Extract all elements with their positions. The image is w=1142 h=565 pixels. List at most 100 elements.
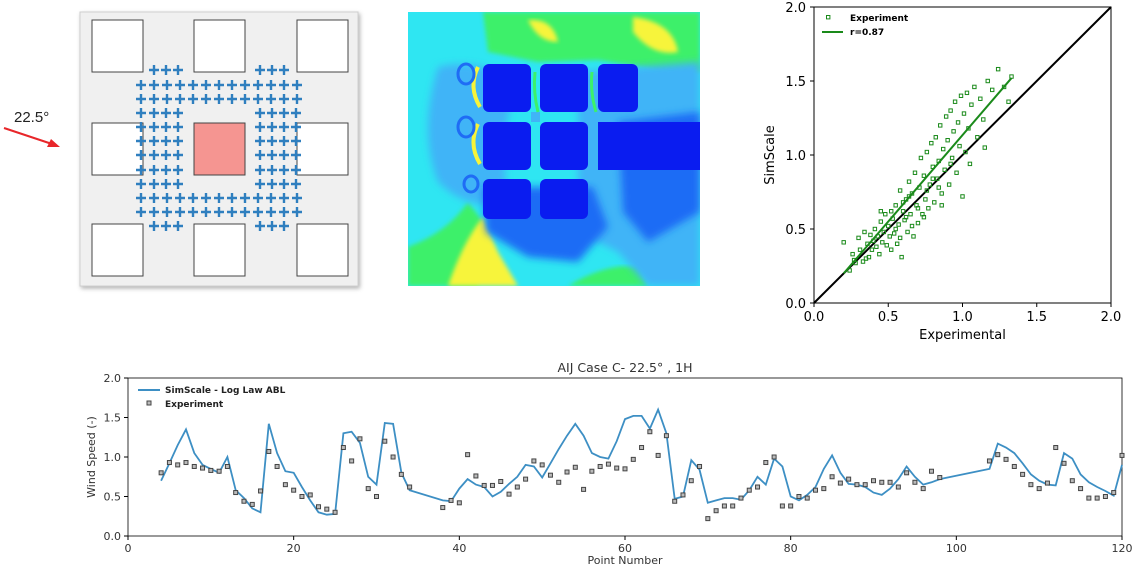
probe-marker xyxy=(227,193,237,203)
scatter-point xyxy=(900,209,906,214)
scatter-point xyxy=(884,243,889,248)
experiment-point xyxy=(332,509,338,515)
experiment-point xyxy=(465,452,471,458)
scatter-point xyxy=(930,176,935,181)
probe-marker xyxy=(266,207,276,217)
scatter-point xyxy=(990,87,995,93)
scatter-point xyxy=(857,247,863,252)
y-tick-label: 0.5 xyxy=(785,223,806,238)
probe-marker xyxy=(162,94,172,104)
y-tick-label: 1.0 xyxy=(785,149,806,164)
experiment-point xyxy=(523,476,529,482)
probe-marker xyxy=(175,207,185,217)
probe-marker xyxy=(201,94,211,104)
x-tick-label: 0.0 xyxy=(804,310,825,325)
scatter-point xyxy=(985,78,990,84)
scatter-point xyxy=(921,173,927,178)
probe-marker xyxy=(136,94,146,104)
probe-marker xyxy=(279,179,289,189)
probe-marker xyxy=(267,221,277,231)
experiment-point xyxy=(738,495,744,501)
scatter-point xyxy=(949,155,955,161)
probe-marker xyxy=(291,136,301,146)
probe-marker xyxy=(175,94,185,104)
x-tick-label: 20 xyxy=(287,542,301,555)
experiment-point xyxy=(175,462,181,468)
y-tick-label: 0.0 xyxy=(104,530,122,543)
experiment-point xyxy=(912,479,918,485)
experiment-point xyxy=(837,480,843,486)
experiment-point xyxy=(1094,495,1100,501)
scatter-point xyxy=(860,259,866,264)
experiment-point xyxy=(630,456,636,462)
probe-marker xyxy=(255,150,265,160)
series-line xyxy=(160,407,1123,516)
building xyxy=(193,223,246,277)
scatter-point xyxy=(954,170,959,175)
experiment-point xyxy=(216,468,222,474)
probe-marker xyxy=(149,94,159,104)
probe-marker xyxy=(173,108,183,118)
probe-marker xyxy=(214,80,224,90)
scatter-point xyxy=(942,167,947,173)
experiment-point xyxy=(1036,486,1042,492)
scatter-point xyxy=(906,179,912,184)
experiment-point xyxy=(1086,495,1092,501)
probe-marker xyxy=(214,193,224,203)
probe-marker xyxy=(291,150,301,160)
scatter-point xyxy=(939,191,944,196)
scatter-point xyxy=(963,149,968,155)
scatter-point xyxy=(887,234,892,239)
probe-marker xyxy=(175,80,185,90)
experiment-point xyxy=(498,478,504,484)
probe-marker xyxy=(136,207,146,217)
y-tick-label: 2.0 xyxy=(785,1,806,16)
probe-marker xyxy=(266,94,276,104)
y-tick-label: 1.0 xyxy=(104,451,122,464)
probe-marker xyxy=(255,65,265,75)
probe-marker xyxy=(255,221,265,231)
experiment-point xyxy=(1078,486,1084,492)
scatter-point xyxy=(850,251,855,257)
experiment-point xyxy=(208,467,214,473)
probe-marker xyxy=(253,94,263,104)
legend-marker xyxy=(146,400,152,406)
building xyxy=(91,223,144,277)
probe-marker xyxy=(279,122,289,132)
experiment-point xyxy=(937,475,943,481)
probe-marker xyxy=(214,94,224,104)
probe-marker xyxy=(136,136,146,146)
experiment-point xyxy=(862,482,868,488)
chart-title: AIJ Case C- 22.5° , 1H xyxy=(557,360,692,375)
probe-marker xyxy=(173,221,183,231)
probe-marker xyxy=(253,193,263,203)
experiment-point xyxy=(556,479,562,485)
probe-marker xyxy=(292,193,302,203)
wind-angle-label: 22.5° xyxy=(14,109,50,126)
experiment-point xyxy=(191,463,197,469)
probe-marker xyxy=(136,150,146,160)
probe-marker xyxy=(161,221,171,231)
probe-marker xyxy=(188,80,198,90)
probe-grid xyxy=(136,65,302,231)
probe-marker xyxy=(240,207,250,217)
experiment-point xyxy=(614,465,620,471)
experiment-point xyxy=(531,458,537,464)
probe-marker xyxy=(291,165,301,175)
probe-marker xyxy=(214,207,224,217)
experiment-point xyxy=(730,503,736,509)
experiment-point xyxy=(622,466,628,472)
experiment-point xyxy=(1020,471,1026,477)
y-tick-label: 0.5 xyxy=(104,491,122,504)
experiment-point xyxy=(282,482,288,488)
building xyxy=(296,122,349,176)
scatter-point xyxy=(972,84,977,90)
probe-marker xyxy=(173,136,183,146)
x-tick-label: 120 xyxy=(1112,542,1133,555)
experiment-point xyxy=(506,491,512,497)
y-axis-label: SimScale xyxy=(763,125,778,185)
probe-marker xyxy=(173,122,183,132)
x-axis-label: Point Number xyxy=(588,554,663,565)
experiment-point xyxy=(473,473,479,479)
